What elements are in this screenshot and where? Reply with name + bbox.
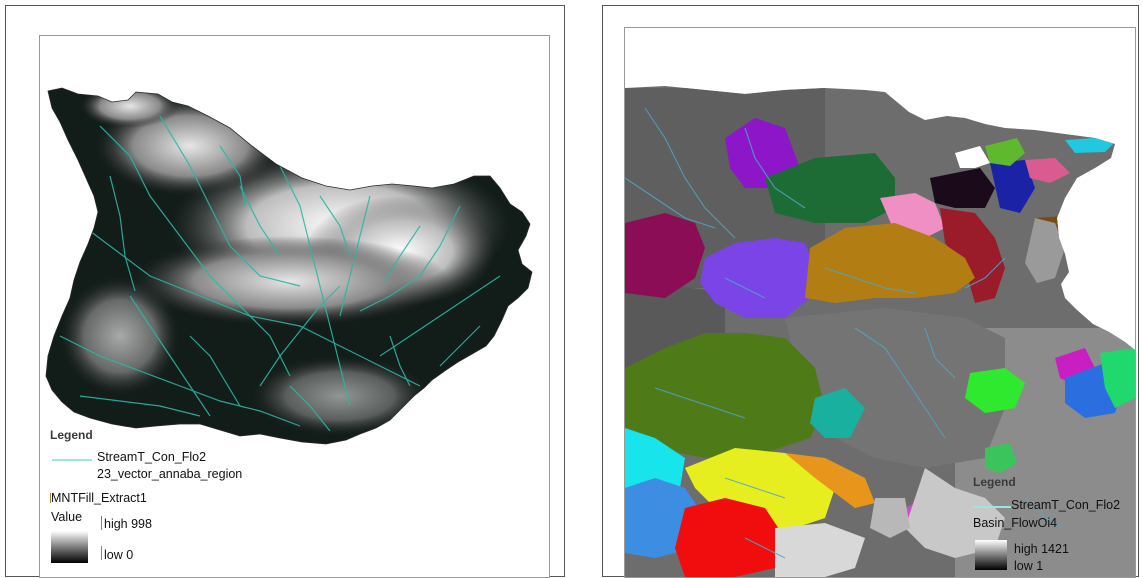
basin-color-ramp (975, 540, 1007, 570)
high-value-label: high 998 (104, 517, 152, 531)
legend-title-right: Legend (973, 475, 1016, 489)
dem-map-frame: Legend StreamT_Con_Flo2 23_vector_annaba… (39, 35, 550, 578)
low-value-label: low 0 (104, 548, 134, 562)
low-value-label-right: low 1 (1014, 559, 1044, 573)
right-map-panel: Legend StreamT_Con_Flo2 Basin_FlowOi4 hi… (602, 5, 1139, 578)
stream-layer-label-right: StreamT_Con_Flo2 (1011, 498, 1121, 512)
high-value-label-right: high 1421 (1014, 542, 1069, 556)
legend-title: Legend (50, 428, 93, 442)
raster-layer-label: MNTFill_Extract1 (51, 491, 147, 505)
region-layer-label: 23_vector_annaba_region (97, 467, 243, 481)
low-tick (101, 546, 102, 560)
stream-network (59, 115, 501, 432)
value-label: Value (51, 510, 83, 524)
stream-legend-swatch-right (973, 506, 1011, 508)
dem-map (45, 87, 533, 445)
basin-map-frame: Legend StreamT_Con_Flo2 Basin_FlowOi4 hi… (624, 27, 1136, 578)
basin-map (625, 86, 1135, 577)
basin-layer-label: Basin_FlowOi4 (973, 516, 1058, 530)
high-tick (101, 516, 102, 530)
left-map-panel: Legend StreamT_Con_Flo2 23_vector_annaba… (5, 5, 565, 578)
elevation-color-ramp (51, 531, 88, 563)
stream-legend-swatch (52, 459, 92, 461)
stream-layer-label: StreamT_Con_Flo2 (97, 450, 207, 464)
basin-stream-network (625, 107, 1066, 559)
raster-legend-marker (50, 493, 51, 503)
basin-raster (625, 86, 1135, 577)
